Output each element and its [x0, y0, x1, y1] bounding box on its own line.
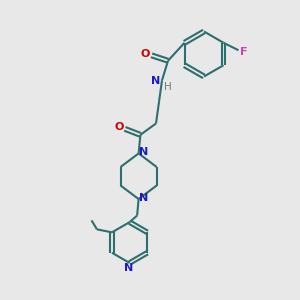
Text: N: N: [140, 193, 148, 203]
Text: F: F: [240, 47, 247, 57]
Text: N: N: [124, 263, 134, 273]
Text: O: O: [141, 49, 150, 59]
Text: H: H: [164, 82, 172, 92]
Text: N: N: [140, 147, 148, 157]
Text: N: N: [151, 76, 160, 86]
Text: O: O: [114, 122, 124, 132]
